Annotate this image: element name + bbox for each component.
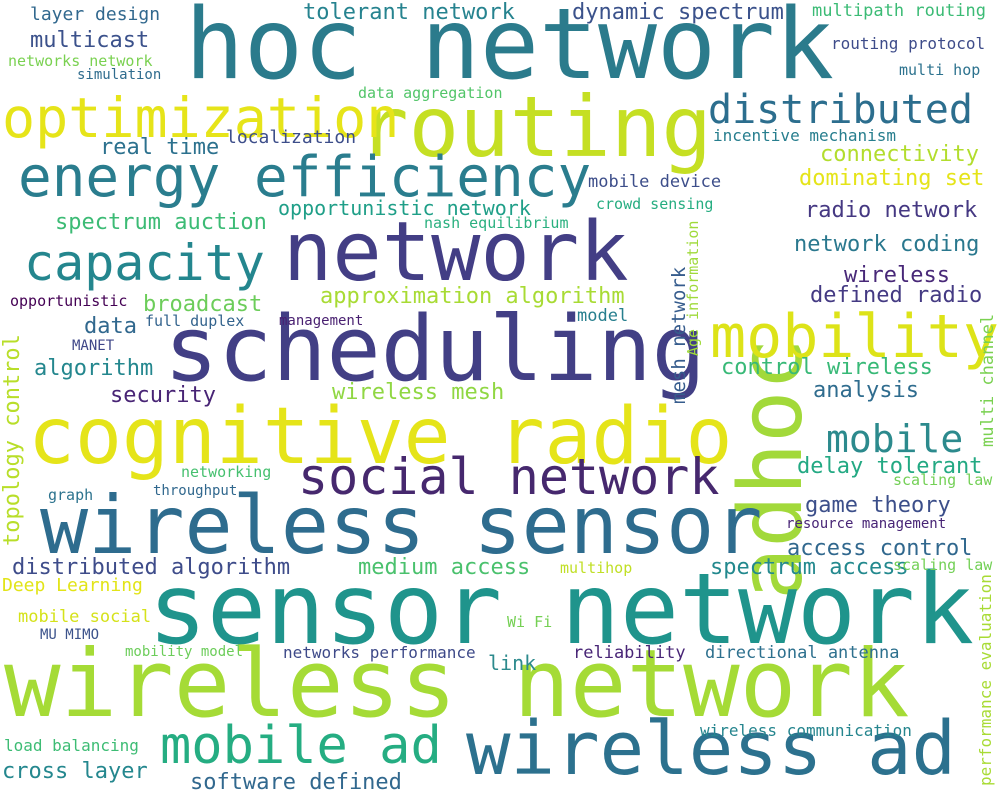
word: management bbox=[279, 313, 364, 329]
word: incentive mechanism bbox=[713, 126, 897, 145]
word: mobile social bbox=[18, 607, 152, 627]
word: localization bbox=[226, 127, 357, 148]
word: wireless bbox=[844, 263, 950, 288]
word: software defined bbox=[190, 770, 402, 795]
word: optimization bbox=[2, 86, 400, 150]
word: broadcast bbox=[143, 292, 263, 317]
word: wireless mesh bbox=[332, 380, 505, 405]
word: approximation algorithm bbox=[320, 284, 625, 309]
word: hoc network bbox=[185, 0, 835, 102]
word: Age information bbox=[684, 220, 702, 356]
word: opportunistic bbox=[10, 292, 128, 310]
word: dynamic spectrum bbox=[572, 0, 784, 25]
word: network coding bbox=[794, 232, 980, 257]
word: defined radio bbox=[810, 283, 983, 308]
word: cross layer bbox=[2, 759, 148, 784]
word: link bbox=[488, 651, 537, 675]
word: MANET bbox=[72, 338, 115, 354]
word: model bbox=[577, 306, 629, 326]
word: multicast bbox=[30, 28, 150, 53]
word: network bbox=[283, 205, 629, 300]
word: dominating set bbox=[799, 166, 985, 191]
word: scaling law bbox=[893, 471, 993, 489]
word: multi channel bbox=[978, 313, 998, 447]
word: real time bbox=[100, 135, 220, 160]
word: layer design bbox=[30, 4, 161, 25]
word: performance evaluation bbox=[976, 574, 995, 786]
word: load balancing bbox=[4, 736, 139, 755]
word: spectrum access bbox=[710, 555, 909, 580]
word: Deep Learning bbox=[2, 575, 143, 596]
word: scaling law bbox=[893, 556, 993, 574]
word: capacity bbox=[24, 234, 265, 292]
word: cognitive radio bbox=[28, 392, 733, 482]
word: energy efficiency bbox=[18, 145, 592, 210]
word: simulation bbox=[77, 67, 162, 83]
word: social network bbox=[298, 448, 720, 506]
word: mobile device bbox=[588, 172, 722, 192]
word: data aggregation bbox=[358, 84, 503, 102]
word: wireless network bbox=[4, 630, 910, 739]
word: distributed bbox=[708, 87, 973, 133]
word: mobile bbox=[826, 417, 964, 461]
word: networking bbox=[181, 463, 272, 481]
word: game theory bbox=[805, 493, 951, 518]
word: medium access bbox=[358, 555, 531, 580]
word: mobility model bbox=[125, 644, 244, 660]
word: distributed algorithm bbox=[12, 555, 291, 580]
word: graph bbox=[48, 486, 94, 504]
word: algorithm bbox=[34, 356, 154, 381]
word: networks performance bbox=[283, 643, 476, 662]
word: security bbox=[110, 383, 216, 408]
word: mobility bbox=[710, 302, 999, 372]
word: control wireless bbox=[721, 355, 933, 380]
word: sensor network bbox=[148, 553, 975, 667]
word: throughput bbox=[153, 483, 238, 499]
word: radio network bbox=[805, 198, 978, 223]
word: tolerant network bbox=[303, 0, 515, 25]
word: wireless communication bbox=[700, 721, 912, 740]
word: directional antenna bbox=[705, 643, 900, 663]
word: multi hop bbox=[899, 61, 981, 79]
word: routing bbox=[358, 78, 713, 176]
word: resource management bbox=[786, 516, 947, 532]
word: access control bbox=[787, 536, 973, 561]
word: networks network bbox=[8, 52, 153, 70]
word: nash equilibrium bbox=[424, 214, 569, 232]
word: scheduling bbox=[164, 297, 706, 402]
word: mobile ad bbox=[160, 716, 442, 776]
word: multipath routing bbox=[812, 1, 986, 21]
word: routing protocol bbox=[831, 34, 986, 53]
word: analysis bbox=[813, 378, 919, 403]
word: delay tolerant bbox=[797, 454, 983, 479]
word: reliability bbox=[573, 643, 686, 663]
word: data bbox=[84, 314, 137, 339]
word: topology control bbox=[0, 334, 25, 546]
word: crowd sensing bbox=[596, 195, 714, 213]
word: opportunistic network bbox=[278, 196, 531, 220]
word: wireless ad bbox=[466, 706, 957, 792]
word: spectrum auction bbox=[55, 210, 267, 235]
word: MU MIMO bbox=[40, 627, 100, 643]
word: multihop bbox=[560, 559, 633, 577]
word: full duplex bbox=[145, 312, 245, 330]
word: wireless sensor bbox=[40, 479, 763, 572]
word: Wi Fi bbox=[507, 613, 553, 631]
word: connectivity bbox=[820, 142, 979, 167]
